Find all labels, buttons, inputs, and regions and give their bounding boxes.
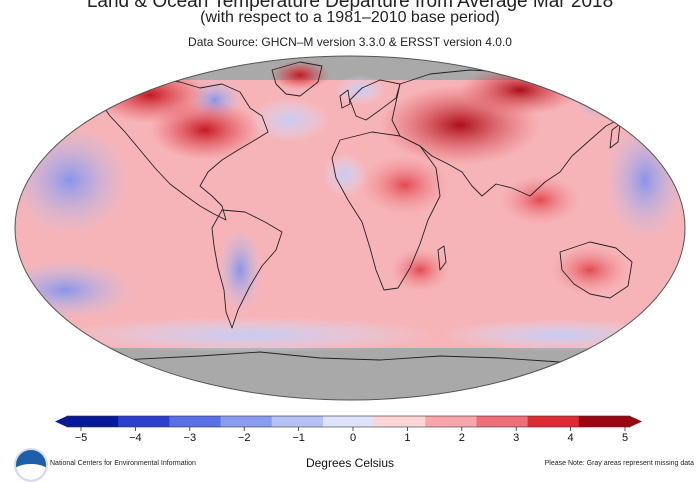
colorbar-segment bbox=[527, 416, 580, 427]
coast-antarctica bbox=[119, 351, 620, 363]
missing-data-arctic bbox=[15, 56, 685, 80]
colorbar-segment bbox=[322, 416, 375, 427]
colorbar-segment bbox=[425, 416, 477, 427]
coast-greenland bbox=[271, 61, 323, 97]
anomaly-warm-sahara bbox=[360, 155, 450, 215]
data-source: Data Source: GHCN–M version 3.3.0 & ERSS… bbox=[188, 35, 512, 49]
colorbar-segment bbox=[220, 416, 273, 427]
globe-surface bbox=[15, 56, 685, 400]
colorbar-segment bbox=[374, 416, 426, 427]
coast-australia bbox=[559, 241, 633, 299]
anomaly-warm-greenland bbox=[270, 60, 330, 90]
coast-south-america bbox=[211, 209, 283, 329]
anomaly-cool-west-pacific bbox=[605, 120, 685, 240]
colorbar-outline bbox=[66, 415, 631, 428]
coast-north-america bbox=[95, 77, 269, 221]
anomaly-cool-south-pacific bbox=[15, 260, 135, 320]
colorbar-arrow-left bbox=[55, 416, 67, 427]
anomaly-cool-southern-ocean bbox=[60, 317, 440, 353]
colorbar-segment bbox=[169, 416, 222, 427]
colorbar-segment bbox=[118, 416, 170, 427]
anomaly-cool-north-atlantic bbox=[250, 98, 330, 142]
anomaly-warm-north-america bbox=[150, 100, 260, 160]
footer-note: Please Note: Gray areas represent missin… bbox=[544, 460, 694, 467]
anomaly-warm-southern-africa bbox=[390, 248, 450, 292]
coastlines bbox=[95, 61, 633, 363]
anomaly-warm-india-pacific bbox=[500, 175, 580, 225]
map-subtitle: (with respect to a 1981–2010 base period… bbox=[200, 9, 500, 26]
anomaly-warm-australia bbox=[550, 245, 630, 295]
map-title: Land & Ocean Temperature Departure from … bbox=[86, 0, 614, 12]
colorbar-arrow-right bbox=[630, 416, 642, 427]
colorbar-segment bbox=[67, 416, 119, 427]
anomaly-cool-west-africa bbox=[323, 153, 367, 197]
colorbar-segment bbox=[578, 416, 631, 427]
anomaly-cool-southern-ocean-east bbox=[440, 319, 680, 351]
coast-uk bbox=[339, 89, 351, 109]
globe-outline bbox=[14, 55, 686, 401]
colorbar bbox=[55, 415, 642, 431]
anomaly-warm-siberia bbox=[460, 65, 580, 115]
noaa-logo bbox=[14, 448, 48, 482]
coast-madagascar bbox=[437, 245, 447, 271]
missing-data-antarctic bbox=[15, 348, 685, 400]
coast-europe bbox=[349, 79, 401, 121]
anomaly-cool-south-america bbox=[218, 228, 262, 312]
temperature-anomaly-map bbox=[14, 55, 686, 431]
footer-org: National Centers for Environmental Infor… bbox=[50, 460, 196, 467]
coast-japan bbox=[609, 123, 621, 149]
colorbar-segment bbox=[476, 416, 529, 427]
colorbar-segment bbox=[271, 416, 324, 427]
